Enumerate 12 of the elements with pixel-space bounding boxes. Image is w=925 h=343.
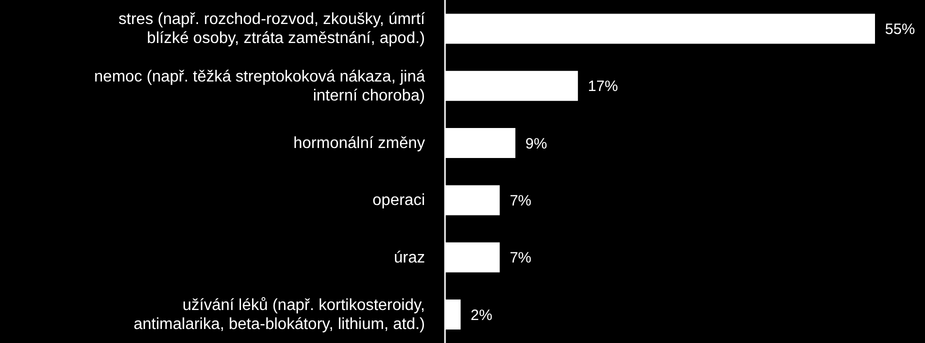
y-tick-label: operaci	[372, 192, 425, 209]
data-label: 7%	[510, 250, 532, 267]
data-label: 55%	[885, 21, 916, 38]
y-tick-label: stres (např. rozchod-rozvod, zkoušky, úmrtí blízké osoby, ztráta zaměstnání, apod.)	[118, 10, 426, 47]
data-label: 2%	[470, 306, 492, 324]
y-tick-label: nemoc (např. těžká streptokoková nákaza, jiná interní choroba)	[94, 68, 426, 104]
y-tick-label: hormonální změny	[293, 134, 425, 152]
y-tick-label: úraz	[394, 248, 425, 266]
data-label: 9%	[525, 135, 548, 152]
data-label: 7%	[510, 192, 532, 210]
data-label: 17%	[588, 78, 618, 96]
y-tick-label: užívání léků (např. kortikosteroidy, antimalarika, beta-blokátory, lithium, atd.)	[134, 296, 425, 332]
